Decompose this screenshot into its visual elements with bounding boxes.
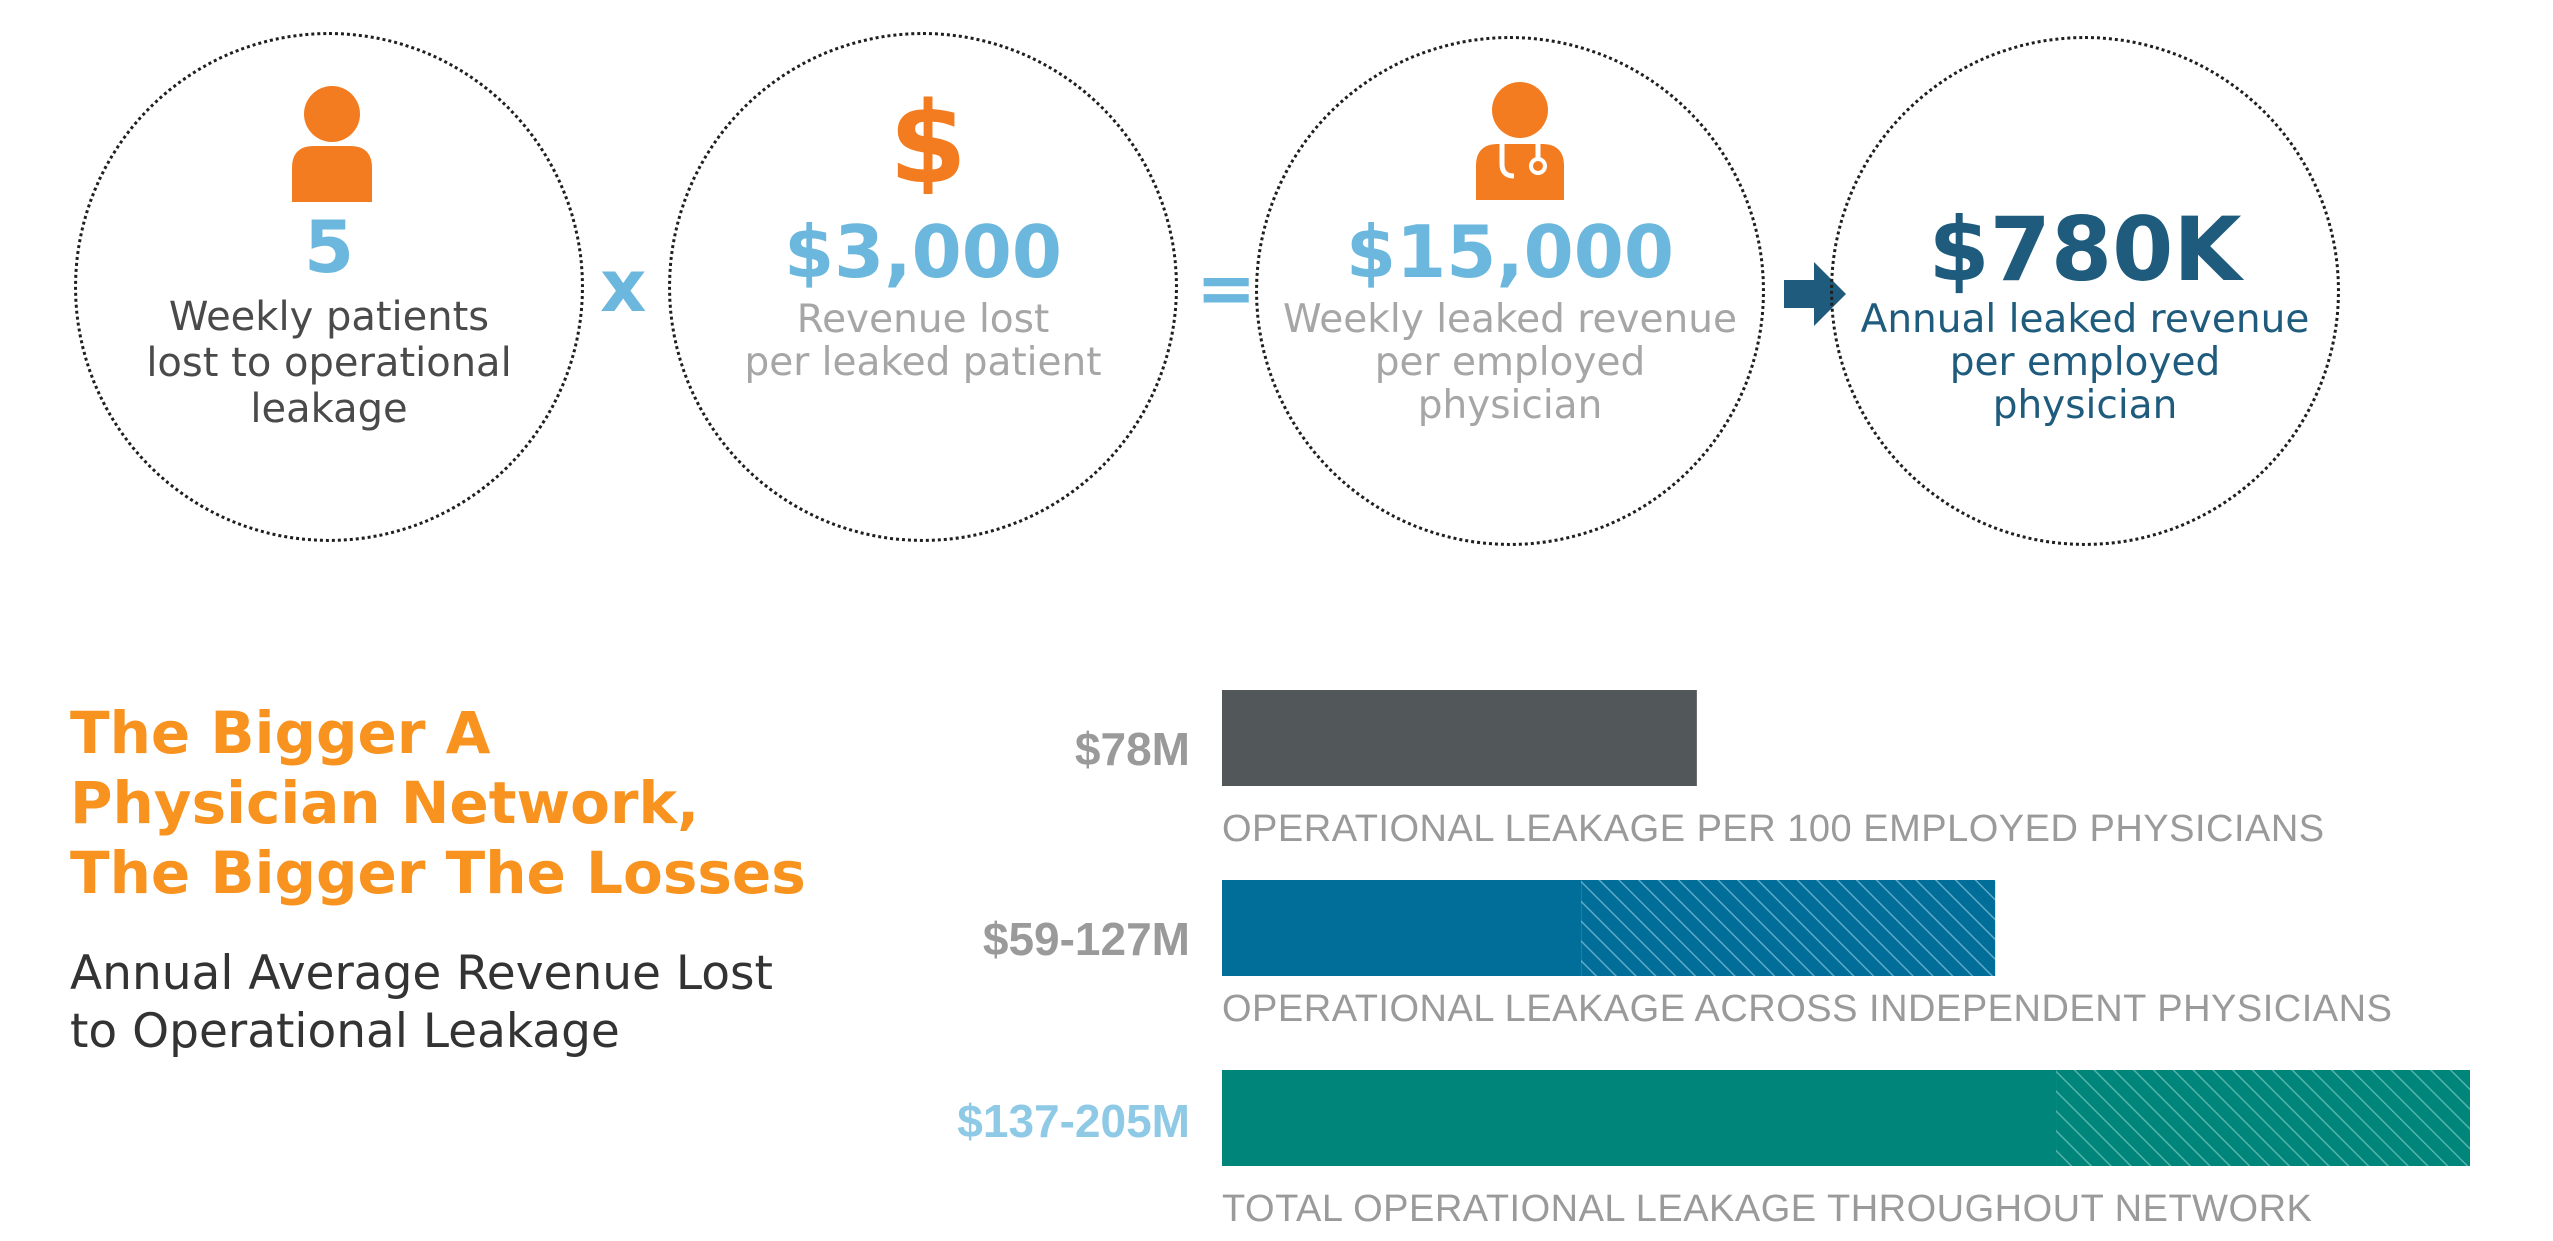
bar-category-label: OPERATIONAL LEAKAGE ACROSS INDEPENDENT P…	[1222, 988, 2393, 1030]
bar-value-label: $59-127M	[982, 913, 1190, 965]
bar-value-label: $78M	[1074, 723, 1190, 775]
bar-category-label: TOTAL OPERATIONAL LEAKAGE THROUGHOUT NET…	[1222, 1188, 2313, 1230]
bar-range-segment	[1581, 880, 1996, 976]
bar-range-segment	[2056, 1070, 2470, 1166]
bar-network	[1222, 1070, 2470, 1166]
revenue-label: Revenue lost per leaked patient	[744, 297, 1102, 385]
svg-text:$: $	[890, 86, 966, 194]
bar-solid-segment	[1222, 690, 1697, 786]
doctor-icon	[1476, 82, 1564, 200]
dollar-sign-icon: $	[890, 86, 966, 194]
weekly-leak-circle	[1255, 36, 1765, 546]
annual-leak-value: $780K	[1928, 198, 2242, 301]
bar-employed	[1222, 690, 1697, 786]
section-subtitle: Annual Average Revenue Lost to Operation…	[70, 946, 773, 1059]
bar-independent-shape	[1222, 880, 1996, 976]
multiply-operator: x	[600, 244, 647, 328]
patients-circle	[74, 32, 584, 542]
weekly-leak-label: Weekly leaked revenue per employed physi…	[1283, 297, 1737, 428]
bar-category-label: OPERATIONAL LEAKAGE PER 100 EMPLOYED PHY…	[1222, 808, 2325, 850]
revenue-circle	[668, 32, 1178, 542]
annual-leak-label: Annual leaked revenue per employed physi…	[1860, 297, 2310, 428]
section-title: The Bigger A Physician Network, The Bigg…	[70, 699, 806, 907]
equals-operator: =	[1196, 246, 1257, 330]
person-icon	[292, 86, 372, 202]
bar-employed-shape	[1222, 690, 1697, 786]
bar-network-shape	[1222, 1070, 2470, 1166]
patients-value: 5	[303, 205, 355, 289]
bar-independent	[1222, 880, 1996, 976]
bar-value-label: $137-205M	[957, 1095, 1190, 1147]
patients-label: Weekly patients lost to operational leak…	[146, 294, 512, 432]
revenue-value: $3,000	[784, 210, 1062, 294]
bar-solid-segment	[1222, 1070, 2057, 1166]
right-arrow-icon	[1784, 262, 1846, 326]
bar-solid-segment	[1222, 880, 1582, 976]
annual-leak-circle	[1830, 36, 2340, 546]
weekly-leak-value: $15,000	[1346, 210, 1674, 294]
